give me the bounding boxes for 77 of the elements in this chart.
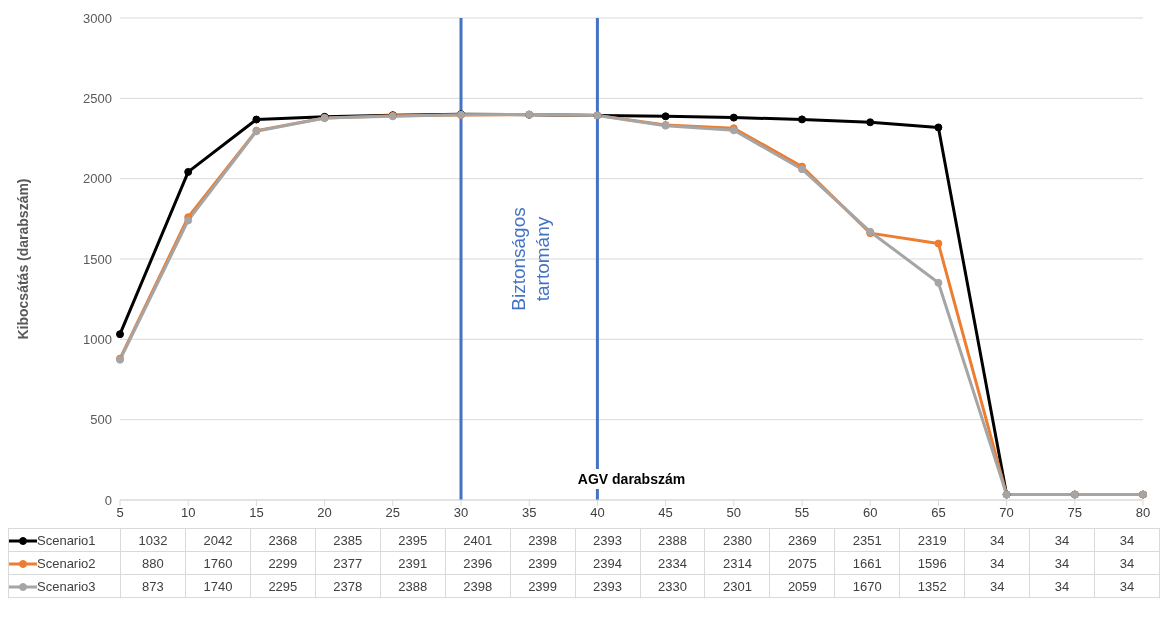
x-tick-label: 45: [658, 505, 673, 521]
data-label: 1670: [834, 574, 900, 598]
data-label: 1352: [899, 574, 965, 598]
x-tick-label: 80: [1135, 505, 1151, 521]
data-label: 1661: [834, 551, 900, 575]
data-label: 2394: [575, 551, 640, 575]
x-tick-label: 30: [453, 505, 469, 521]
data-label: 2042: [185, 528, 251, 552]
data-label: 2319: [899, 528, 965, 552]
x-tick-label: 40: [590, 505, 605, 521]
x-tick-label: 5: [116, 505, 124, 521]
data-label: 2377: [315, 551, 381, 575]
data-label: 34: [1094, 528, 1160, 552]
x-tick-label: 75: [1067, 505, 1083, 521]
x-tick-label: 65: [931, 505, 946, 521]
data-label: 2393: [575, 574, 640, 598]
data-label: 2385: [315, 528, 381, 552]
data-label: 2368: [250, 528, 316, 552]
data-label: 34: [964, 574, 1030, 598]
data-label: 2059: [769, 574, 835, 598]
data-label: 880: [120, 551, 186, 575]
legend-label: Scenario2: [37, 555, 96, 571]
y-tick-label: 500: [90, 412, 112, 428]
x-tick-label: 35: [521, 505, 537, 521]
data-label: 2398: [510, 528, 576, 552]
y-axis-title: Kibocsátás (darabszám): [14, 178, 31, 340]
data-label: 2075: [769, 551, 835, 575]
data-label: 34: [1094, 551, 1160, 575]
x-tick-label: 50: [726, 505, 742, 521]
data-label: 34: [1029, 528, 1095, 552]
data-label: 873: [120, 574, 186, 598]
y-tick-label: 2500: [83, 90, 112, 106]
data-label: 2334: [640, 551, 705, 575]
data-label: 2314: [704, 551, 770, 575]
data-label: 34: [1029, 574, 1095, 598]
data-label: 2378: [315, 574, 381, 598]
data-label: 2295: [250, 574, 316, 598]
data-label: 2396: [445, 551, 511, 575]
data-label: 1596: [899, 551, 965, 575]
annotation: Biztonságos tartomány: [508, 207, 554, 311]
x-axis-title: AGV darabszám: [571, 469, 692, 489]
x-tick-label: 70: [999, 505, 1014, 521]
x-tick-label: 60: [862, 505, 878, 521]
legend-label: Scenario1: [37, 532, 96, 548]
data-label: 2380: [704, 528, 770, 552]
data-label: 2388: [640, 528, 705, 552]
y-tick-label: 1000: [83, 331, 112, 347]
data-label: 2388: [380, 574, 446, 598]
data-label: 2369: [769, 528, 835, 552]
data-label: 2301: [704, 574, 770, 598]
x-tick-label: 10: [180, 505, 196, 521]
y-tick-label: 3000: [83, 10, 112, 26]
data-label: 34: [964, 551, 1030, 575]
x-tick-label: 25: [385, 505, 401, 521]
data-label: 34: [964, 528, 1030, 552]
data-label: 2391: [380, 551, 446, 575]
y-tick-label: 1500: [83, 251, 112, 267]
data-label: 2395: [380, 528, 446, 552]
legend-label: Scenario3: [37, 578, 96, 594]
data-label: 2330: [640, 574, 705, 598]
data-label: 2398: [445, 574, 511, 598]
data-label: 1032: [120, 528, 186, 552]
data-label: 2351: [834, 528, 900, 552]
data-label: 2299: [250, 551, 316, 575]
x-tick-label: 15: [249, 505, 264, 521]
data-label: 2399: [510, 551, 576, 575]
data-label: 34: [1094, 574, 1160, 598]
data-label: 2401: [445, 528, 511, 552]
data-label: 34: [1029, 551, 1095, 575]
x-tick-label: 20: [317, 505, 332, 521]
data-label: 2393: [575, 528, 640, 552]
data-label: 1740: [185, 574, 251, 598]
x-tick-label: 55: [794, 505, 810, 521]
y-tick-label: 0: [104, 492, 112, 508]
y-tick-label: 2000: [83, 171, 112, 187]
data-label: 2399: [510, 574, 576, 598]
data-label: 1760: [185, 551, 251, 575]
